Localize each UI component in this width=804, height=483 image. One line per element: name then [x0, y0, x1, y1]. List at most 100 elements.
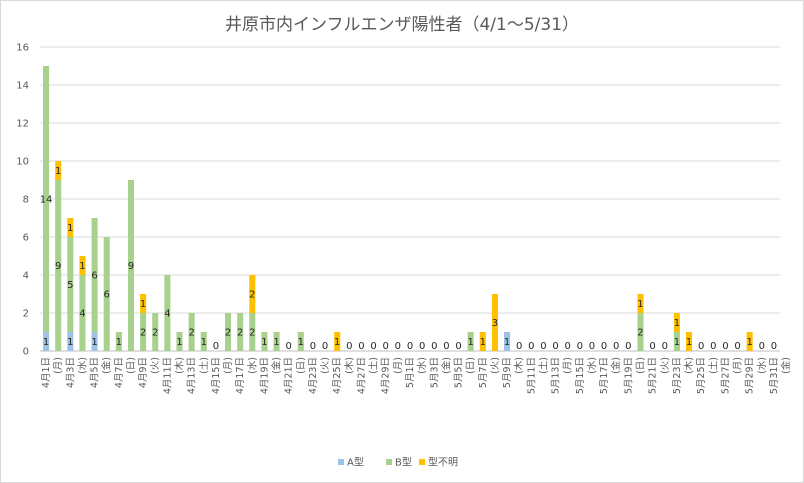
x-tick-label: (金)	[610, 357, 622, 374]
legend-swatch	[419, 459, 425, 465]
data-label: 0	[346, 341, 352, 352]
x-tick-label: (水)	[246, 357, 258, 374]
data-label: 3	[492, 318, 498, 329]
y-tick-label: 8	[23, 195, 29, 206]
data-label: 0	[540, 341, 546, 352]
data-label: 0	[734, 341, 740, 352]
x-tick-label: 4月9日	[138, 357, 149, 388]
data-label: 0	[370, 341, 376, 352]
x-tick-label: (木)	[513, 357, 525, 374]
data-label: 1	[746, 337, 752, 348]
x-tick-label: 5月5日	[454, 357, 465, 388]
bar-segment	[152, 313, 159, 351]
x-tick-label: (月)	[393, 357, 404, 374]
data-label: 0	[407, 341, 413, 352]
data-label: 2	[237, 328, 243, 339]
x-tick-label: (水)	[586, 357, 598, 374]
data-label: 0	[613, 341, 619, 352]
x-tick-label: (水)	[76, 357, 88, 374]
data-label: 1	[79, 261, 85, 272]
x-tick-label: 5月3日	[429, 357, 440, 388]
data-label: 1	[674, 337, 680, 348]
data-label: 1	[504, 337, 510, 348]
x-tick-label: 4月17日	[235, 357, 246, 394]
bar-segment	[637, 294, 644, 313]
data-label: 2	[188, 328, 194, 339]
data-label: 1	[273, 337, 279, 348]
x-tick-label: (土)	[198, 357, 210, 374]
x-tick-label: 4月15日	[211, 357, 222, 394]
data-label: 1	[55, 166, 61, 177]
data-label: 0	[443, 341, 449, 352]
x-tick-label: 4月1日	[41, 357, 52, 388]
bar-segment	[237, 313, 244, 351]
x-tick-label: (金)	[440, 357, 452, 374]
bar-segment	[673, 332, 680, 351]
y-tick-label: 6	[23, 233, 29, 244]
data-label: 0	[419, 341, 425, 352]
bar-segment	[685, 332, 693, 351]
bar-segment	[176, 332, 183, 351]
x-tick-label: (水)	[416, 357, 428, 374]
x-tick-label: (火)	[320, 357, 331, 374]
data-label: 1	[637, 299, 643, 310]
x-tick-label: 5月1日	[405, 357, 416, 388]
x-tick-label: (月)	[223, 357, 234, 374]
data-label: 0	[552, 341, 558, 352]
data-label: 2	[152, 328, 158, 339]
x-tick-label: 5月13日	[551, 357, 562, 394]
data-label: 0	[286, 341, 292, 352]
data-label: 6	[104, 290, 110, 301]
x-tick-label: 4月3日	[65, 357, 76, 388]
data-label: 0	[625, 341, 631, 352]
bar-segment	[188, 313, 195, 351]
x-tick-label: (金)	[101, 357, 113, 374]
data-label: 1	[43, 337, 49, 348]
x-tick-label: (火)	[490, 357, 501, 374]
bar-segment	[115, 332, 122, 351]
data-label: 0	[649, 341, 655, 352]
data-label: 0	[516, 341, 522, 352]
x-tick-label: 5月15日	[575, 357, 586, 394]
x-tick-label: (日)	[635, 357, 646, 374]
data-label: 1	[334, 337, 340, 348]
x-tick-label: 4月29日	[381, 357, 392, 394]
x-tick-label: 5月9日	[502, 357, 513, 388]
data-label: 0	[710, 341, 716, 352]
data-label: 0	[528, 341, 534, 352]
bar-segment	[103, 237, 110, 351]
x-tick-label: 5月25日	[696, 357, 707, 394]
data-label: 1	[176, 337, 182, 348]
y-axis: 0 2 4 6 8 10 12 14 16	[16, 43, 29, 358]
data-label: 0	[759, 341, 765, 352]
bar-segment	[79, 256, 86, 275]
bar-segment	[249, 275, 256, 313]
data-label: 0	[771, 341, 777, 352]
x-tick-label: 5月29日	[745, 357, 756, 394]
x-tick-label: 5月11日	[526, 357, 537, 394]
data-label: 2	[249, 328, 255, 339]
bar-segment	[479, 332, 486, 351]
bar-segment	[127, 180, 135, 351]
legend-swatch	[386, 459, 392, 465]
x-tick-label: (金)	[780, 357, 792, 374]
x-tick-label: (土)	[537, 357, 549, 374]
x-axis: 4月1日 (月) 4月3日 (水) 4月5日 (金) 4月7日 (日) 4月9日 (火) 4月11日…	[41, 357, 792, 394]
data-label: 1	[201, 337, 207, 348]
data-label: 0	[565, 341, 571, 352]
data-label: 2	[140, 328, 146, 339]
y-tick-label: 0	[23, 347, 29, 358]
x-tick-label: (日)	[466, 357, 477, 374]
x-tick-label: (木)	[174, 357, 186, 374]
bar-segment	[467, 332, 474, 351]
legend: A型 B型 型不明	[338, 456, 458, 469]
data-label: 0	[358, 341, 364, 352]
x-tick-label: 4月11日	[162, 357, 173, 394]
bar-segment	[637, 313, 644, 351]
data-label: 0	[455, 341, 461, 352]
bar-segment	[225, 313, 232, 351]
bar-segment	[504, 332, 511, 351]
x-tick-label: 4月23日	[308, 357, 319, 394]
data-label: 0	[589, 341, 595, 352]
